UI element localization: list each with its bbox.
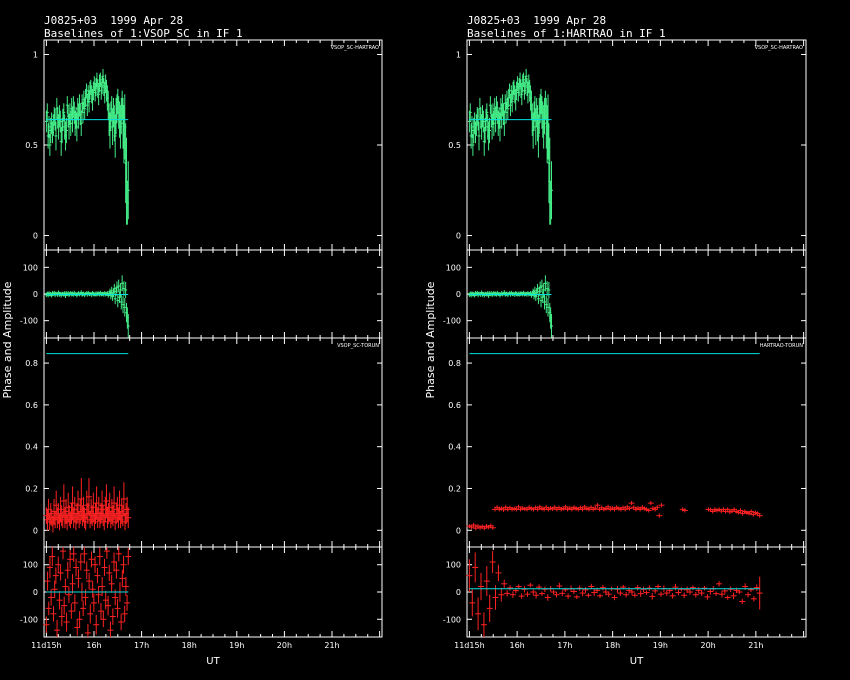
y-tick-label: 0.8 xyxy=(25,359,38,368)
y-tick-label: 0 xyxy=(33,232,38,241)
x-tick-label: 16h xyxy=(510,641,525,650)
x-tick-label: 18h xyxy=(182,641,197,650)
phase-frame xyxy=(466,546,807,638)
amp-frame xyxy=(466,39,807,251)
y-tick-label: 1 xyxy=(33,50,38,59)
y-tick-label: -100 xyxy=(20,615,38,624)
y-tick-label: 0 xyxy=(33,290,38,299)
x-tick-label: 17h xyxy=(134,641,149,650)
x-tick-label: 21h xyxy=(748,641,763,650)
panel-left: Phase and Amplitude 0 0.5 1 -100 0 100 VSOP_SC-… xyxy=(1,39,383,667)
x-tick-label: 19h xyxy=(229,641,244,650)
y-tick-label: 1 xyxy=(456,50,461,59)
x-tick-label: 18h xyxy=(605,641,620,650)
x-tick-label: 19h xyxy=(653,641,668,650)
y-tick-label: 0 xyxy=(33,526,38,535)
x-axis-label: UT xyxy=(206,656,220,667)
y-tick-label: 0 xyxy=(33,588,38,597)
x-tick-label: 20h xyxy=(277,641,292,650)
y-tick-label: 100 xyxy=(446,263,461,272)
amp-points-VSOP_SC-HARTRAO xyxy=(467,68,554,225)
phase-points-VSOP_SC-HARTRAO xyxy=(44,275,130,338)
y-axis-label: Phase and Amplitude xyxy=(424,281,437,398)
y-tick-label: 0.4 xyxy=(25,443,38,452)
x-tick-label: 17h xyxy=(557,641,572,650)
y-tick-label: 0.2 xyxy=(448,484,461,493)
x-tick-label: 11d15h xyxy=(31,641,62,650)
y-tick-label: -100 xyxy=(443,615,461,624)
amp-frame xyxy=(43,39,383,251)
y-tick-label: -100 xyxy=(20,317,38,326)
y-tick-label: 0.6 xyxy=(25,401,38,410)
panel-left-header-line2: Baselines of 1:VSOP_SC in IF 1 xyxy=(44,27,243,40)
y-tick-label: 100 xyxy=(23,263,38,272)
y-tick-label: 0.4 xyxy=(448,443,461,452)
y-tick-label: 0.6 xyxy=(448,401,461,410)
x-tick-label: 11d15h xyxy=(454,641,485,650)
amp-points-VSOP_SC-HARTRAO xyxy=(44,68,130,225)
y-tick-label: 0.5 xyxy=(448,141,461,150)
y-tick-label: 0 xyxy=(456,526,461,535)
panel-left-header-line1: J0825+03 1999 Apr 28 xyxy=(44,14,184,27)
baseline-label: VSOP_SC-TORUN xyxy=(337,343,379,349)
y-tick-label: 0 xyxy=(456,588,461,597)
amp-frame xyxy=(466,337,807,548)
y-tick-label: 100 xyxy=(446,561,461,570)
y-tick-label: 100 xyxy=(23,561,38,570)
x-tick-label: 16h xyxy=(86,641,101,650)
y-axis-label: Phase and Amplitude xyxy=(1,281,14,398)
phase-points-VSOP_SC-HARTRAO xyxy=(467,275,554,338)
x-axis-label: UT xyxy=(630,656,644,667)
y-tick-label: 0 xyxy=(456,232,461,241)
panel-right-header-line2: Baselines of 1:HARTRAO in IF 1 xyxy=(467,27,666,40)
y-tick-label: 0.2 xyxy=(25,484,38,493)
x-tick-label: 21h xyxy=(324,641,339,650)
y-tick-label: -100 xyxy=(443,317,461,326)
panel-right: Phase and Amplitude 0 0.5 1 -100 0 100 VSOP_SC-… xyxy=(424,39,807,667)
phase-points-HARTRAO-TORUN xyxy=(466,551,763,637)
amp-points-HARTRAO-TORUN xyxy=(466,501,763,531)
baseline-label: VSOP_SC-HARTRAO xyxy=(755,45,803,51)
y-tick-label: 0.5 xyxy=(25,141,38,150)
amp-points-VSOP_SC-TORUN xyxy=(43,478,132,533)
panel-right-header-line1: J0825+03 1999 Apr 28 xyxy=(467,14,607,27)
baseline-label: VSOP_SC-HARTRAO xyxy=(331,45,379,51)
baseline-label: HARTRAO-TORUN xyxy=(760,343,803,349)
y-tick-label: 0.8 xyxy=(448,359,461,368)
x-tick-label: 20h xyxy=(700,641,715,650)
y-tick-label: 0 xyxy=(456,290,461,299)
